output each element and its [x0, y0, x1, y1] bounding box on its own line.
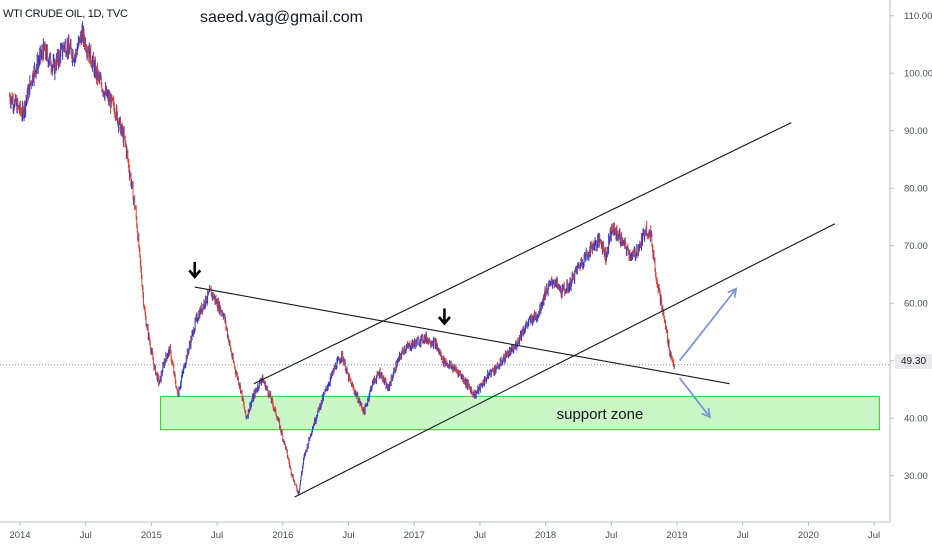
- x-tick-label: 2020: [798, 530, 819, 541]
- support-zone: support zone: [160, 395, 880, 431]
- last-price-badge: 49.30: [895, 354, 932, 369]
- y-tick-label: 40.00: [904, 414, 928, 425]
- projection-arrow-icon-2[interactable]: [678, 377, 711, 419]
- y-tick-label: 90.00: [904, 126, 928, 137]
- y-tick-label: 110.00: [904, 11, 932, 22]
- x-tick-label: 2017: [404, 530, 425, 541]
- x-tick-label: Jul: [868, 530, 880, 541]
- down-arrow-icon-1: [188, 261, 202, 279]
- x-tick-label: 2015: [141, 530, 162, 541]
- down-arrow-icon-2: [437, 308, 451, 326]
- y-tick-label: 80.00: [904, 184, 928, 195]
- support-zone-label: support zone: [557, 406, 644, 423]
- x-tick-label: 2019: [666, 530, 687, 541]
- y-tick-label: 30.00: [904, 471, 928, 482]
- x-tick-label: 2016: [272, 530, 293, 541]
- y-tick-label: 70.00: [904, 241, 928, 252]
- x-tick-label: Jul: [80, 530, 92, 541]
- x-tick-label: 2018: [535, 530, 556, 541]
- chart-title: WTI CRUDE OIL, 1D, TVC: [3, 8, 128, 20]
- trendline-2[interactable]: [253, 122, 792, 385]
- x-tick-label: Jul: [605, 530, 617, 541]
- watermark-email: saeed.vag@gmail.com: [200, 9, 363, 26]
- y-tick-label: 100.00: [904, 69, 932, 80]
- x-tick-label: Jul: [737, 530, 749, 541]
- x-axis[interactable]: 2014 Jul 2015 Jul 2016 Jul 2017 Jul 2018 Jul 2019 J…: [0, 521, 890, 541]
- candlesticks: [8, 21, 675, 496]
- x-tick-label: Jul: [342, 530, 354, 541]
- support-zone-rect[interactable]: [160, 395, 880, 431]
- x-tick-label: Jul: [211, 530, 223, 541]
- x-tick-label: Jul: [474, 530, 486, 541]
- projection-arrow-icon-1[interactable]: [678, 287, 738, 362]
- y-axis[interactable]: 110.00100.0090.0080.0070.0060.0050.0040.…: [889, 0, 932, 522]
- trendlines: [194, 122, 835, 498]
- trendline-1[interactable]: [194, 286, 730, 385]
- y-tick-label: 60.00: [904, 299, 928, 310]
- x-tick-label: 2014: [9, 530, 30, 541]
- trendline-3[interactable]: [294, 223, 835, 498]
- annotations: [0, 261, 890, 419]
